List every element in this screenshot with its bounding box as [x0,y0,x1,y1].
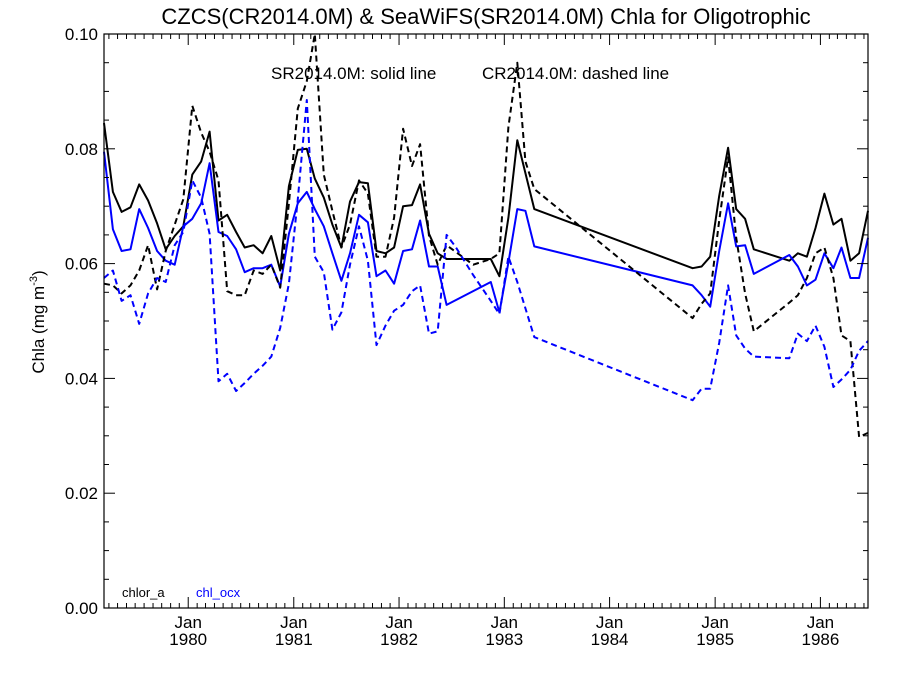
x-tick-label-year: 1982 [380,630,418,649]
series-line-chlor-a-solid [103,122,869,278]
x-tick-label-year: 1985 [696,630,734,649]
y-tick-label: 0.04 [65,369,98,388]
series-line-chlor-a-dashed [103,33,869,438]
y-tick-label: 0.02 [65,484,98,503]
y-axis-label-text: Chla (mg m [29,286,48,374]
x-tick-label-month: Jan [701,613,728,632]
y-tick-label: 0.06 [65,255,98,274]
x-tick-label-month: Jan [385,613,412,632]
y-tick-label: 0.10 [65,25,98,44]
x-tick-label-month: Jan [596,613,623,632]
chart-title: CZCS(CR2014.0M) & SeaWiFS(SR2014.0M) Chl… [161,4,810,29]
legend-chlor-a: chlor_a [122,585,165,600]
series-layer [103,33,869,438]
legend-chl-ocx: chl_ocx [196,585,241,600]
x-tick-label-year: 1986 [801,630,839,649]
x-tick-label-year: 1983 [485,630,523,649]
x-tick-label-month: Jan [280,613,307,632]
plot-frame [103,33,869,609]
axes: Jan1980Jan1981Jan1982Jan1983Jan1984Jan19… [65,25,868,649]
series-line-chl-ocx-solid [103,151,869,314]
y-axis-label-superscript: -3 [28,276,40,286]
y-tick-label: 0.08 [65,140,98,159]
x-tick-label-year: 1984 [591,630,629,649]
annotation-solid-line: SR2014.0M: solid line [271,64,436,83]
y-tick-label: 0.00 [65,599,98,618]
x-tick-label-month: Jan [807,613,834,632]
x-tick-label-month: Jan [175,613,202,632]
y-axis-label: Chla (mg m-3) [28,270,48,373]
series-line-chl-ocx-dashed [103,99,869,402]
svg-text:Chla (mg m-3): Chla (mg m-3) [28,270,48,373]
x-tick-label-year: 1980 [169,630,207,649]
x-tick-label-year: 1981 [275,630,313,649]
annotation-dashed-line: CR2014.0M: dashed line [482,64,669,83]
x-tick-label-month: Jan [491,613,518,632]
y-axis-label-close: ) [29,270,48,276]
